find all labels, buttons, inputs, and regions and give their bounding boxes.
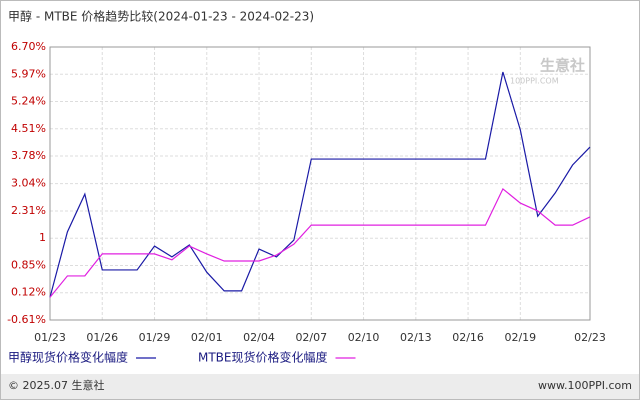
y-tick-label: -0.61% [7, 313, 46, 326]
x-tick-label: 02/23 [574, 331, 606, 344]
watermark-site: 100PPI.COM [510, 77, 559, 86]
x-tick-label: 01/23 [34, 331, 66, 344]
y-tick-label: 5.24% [11, 95, 46, 108]
y-tick-label: 5.97% [11, 67, 46, 80]
series-line [49, 71, 591, 298]
watermark: 生意社 [540, 57, 585, 75]
y-tick-label: 4.51% [11, 122, 46, 135]
x-tick-label: 02/13 [400, 331, 432, 344]
x-tick-label: 01/29 [139, 331, 171, 344]
chart-title: 甲醇 - MTBE 价格趋势比较(2024-01-23 - 2024-02-23… [8, 9, 314, 24]
x-tick-label: 02/10 [348, 331, 380, 344]
series-line [49, 187, 591, 298]
y-tick-label: 2.31% [11, 204, 46, 217]
x-tick-label: 02/04 [243, 331, 275, 344]
y-tick-label: 3.04% [11, 177, 46, 190]
y-tick-label: 3.78% [11, 149, 46, 162]
plot-border [49, 46, 591, 321]
x-tick-label: 02/19 [504, 331, 536, 344]
y-tick-label: 0.12% [11, 286, 46, 299]
footer-right: www.100PPI.com [538, 379, 632, 392]
x-tick-label: 01/26 [86, 331, 118, 344]
x-tick-label: 02/16 [452, 331, 484, 344]
y-tick-label: 0.85% [11, 258, 46, 271]
footer-bar [1, 374, 639, 399]
y-tick-label: 1 [39, 231, 46, 244]
x-tick-label: 02/01 [191, 331, 223, 344]
y-tick-label: 6.70% [11, 40, 46, 53]
legend-label: MTBE现货价格变化幅度 [198, 350, 328, 365]
x-tick-label: 02/07 [295, 331, 327, 344]
legend-label: 甲醇现货价格变化幅度 [8, 350, 128, 365]
footer-left: © 2025.07 生意社 [8, 378, 104, 392]
